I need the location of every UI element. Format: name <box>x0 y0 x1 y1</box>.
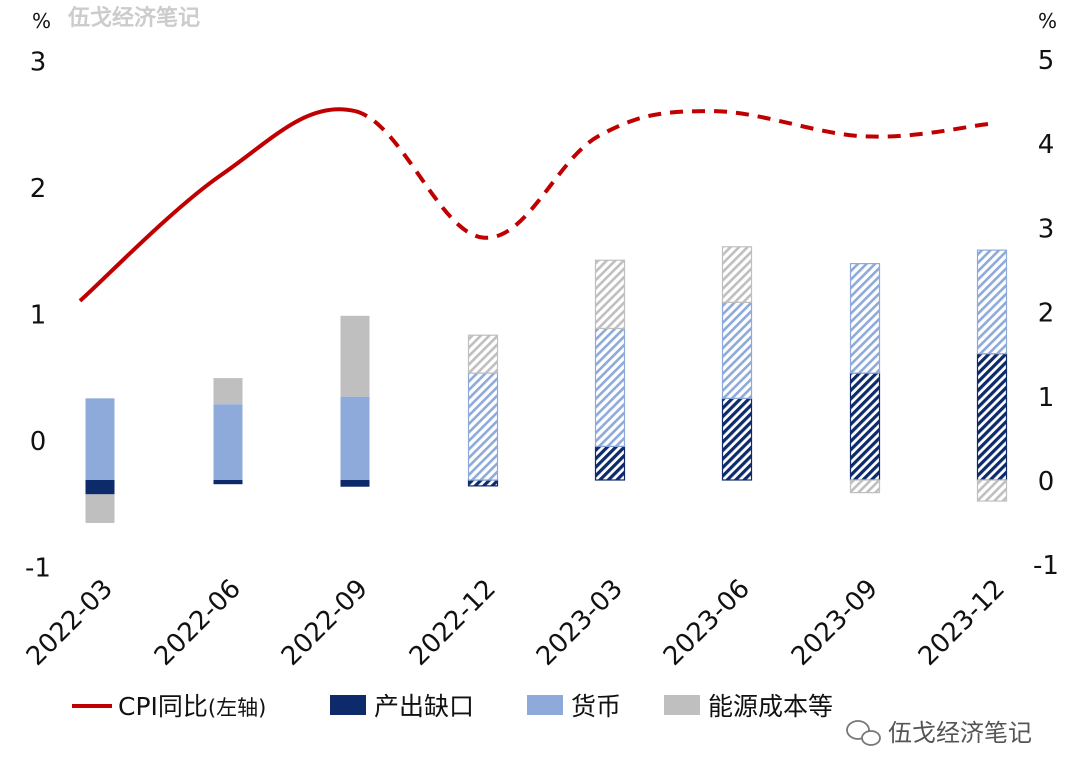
energy-cost-bar <box>721 246 753 303</box>
output-gap-bar <box>85 480 115 495</box>
left-tick-label: 3 <box>30 48 47 78</box>
right-axis-unit: % <box>1038 9 1057 33</box>
output-gap-bar <box>340 480 370 487</box>
left-tick-label: 0 <box>30 427 47 457</box>
money-bar <box>213 404 243 480</box>
output-gap-bar <box>849 372 881 481</box>
energy-cost-bar <box>340 315 370 397</box>
x-tick-label: 2022-03 <box>21 574 119 672</box>
right-axis-ticks: -1 0 1 2 3 4 5 <box>1033 46 1059 581</box>
x-tick-label: 2023-09 <box>786 574 884 672</box>
x-tick-label: 2022-12 <box>404 574 502 672</box>
legend-cpi-suffix: (左轴) <box>208 696 266 720</box>
energy-cost-bar <box>849 479 881 494</box>
energy-cost-bar <box>85 494 115 523</box>
output-gap-bar <box>467 479 499 487</box>
legend-output-gap-swatch <box>330 695 366 715</box>
money-bar <box>721 301 753 399</box>
cpi-line-layer <box>78 107 991 303</box>
x-tick-label: 2022-09 <box>276 574 374 672</box>
legend-cpi-label: CPI同比(左轴) <box>118 692 266 721</box>
stacked-bars <box>85 246 1008 523</box>
legend-money-swatch <box>527 695 563 715</box>
output-gap-bar <box>594 445 626 481</box>
money-bar <box>340 396 370 480</box>
right-tick-label: 2 <box>1038 299 1055 329</box>
right-tick-label: -1 <box>1033 551 1059 581</box>
money-bar <box>849 263 881 374</box>
right-tick-label: 3 <box>1038 214 1055 244</box>
energy-cost-bar <box>976 479 1008 502</box>
legend-cpi-name: CPI同比 <box>118 692 208 721</box>
cpi-line-forecast <box>354 109 991 240</box>
x-tick-label: 2023-12 <box>913 574 1011 672</box>
left-tick-label: 2 <box>30 174 47 204</box>
right-tick-label: 0 <box>1038 467 1055 497</box>
x-tick-label: 2022-06 <box>149 574 247 672</box>
energy-cost-bar <box>467 334 499 374</box>
watermark-top: 伍戈经济笔记 <box>67 5 200 31</box>
legend-money-label: 货币 <box>571 692 621 721</box>
left-tick-label: 1 <box>30 301 47 331</box>
left-axis-unit: % <box>32 9 51 33</box>
wechat-icon <box>846 720 881 746</box>
x-tick-label: 2023-03 <box>531 574 629 672</box>
left-axis-ticks: -1 0 1 2 3 <box>25 48 51 584</box>
legend-energy-label: 能源成本等 <box>708 692 833 721</box>
money-bar <box>467 372 499 481</box>
energy-cost-bar <box>213 378 243 405</box>
output-gap-bar <box>721 397 753 481</box>
energy-cost-bar <box>594 259 626 330</box>
left-tick-label: -1 <box>25 554 51 584</box>
money-bar <box>85 398 115 480</box>
legend-output-gap-label: 产出缺口 <box>374 692 474 721</box>
watermark-bottom: 伍戈经济笔记 <box>888 719 1032 747</box>
output-gap-bar <box>213 480 243 485</box>
right-tick-label: 5 <box>1038 46 1055 76</box>
wechat-watermark: 伍戈经济笔记 <box>846 719 1032 747</box>
right-tick-label: 4 <box>1038 130 1055 160</box>
legend-energy-swatch <box>664 695 700 715</box>
money-bar <box>594 327 626 447</box>
x-axis-ticks: 2022-03 2022-06 2022-09 2022-12 2023-03 2023-… <box>21 574 1011 672</box>
x-tick-label: 2023-06 <box>658 574 756 672</box>
cpi-line-actual <box>78 107 356 303</box>
right-tick-label: 1 <box>1038 383 1055 413</box>
money-bar <box>976 249 1008 355</box>
output-gap-bar <box>976 353 1008 481</box>
legend: CPI同比(左轴) 产出缺口 货币 能源成本等 <box>72 692 833 721</box>
